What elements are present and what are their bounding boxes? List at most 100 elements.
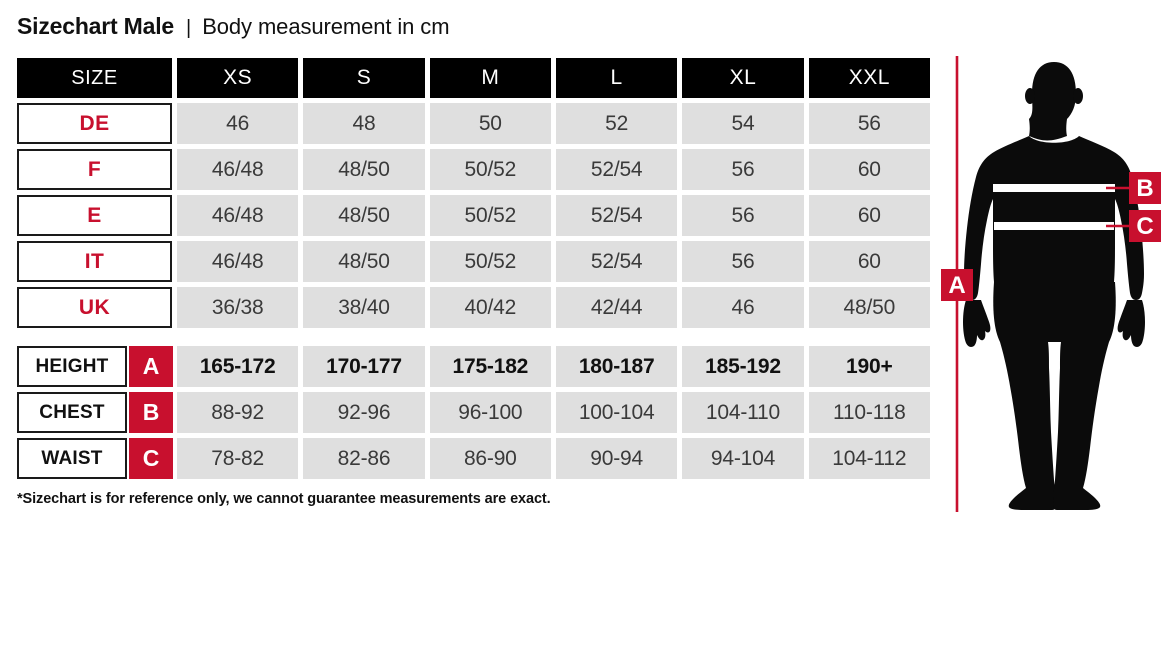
cell-height-m: 175-182 xyxy=(429,346,551,387)
cell-f-m: 50/52 xyxy=(429,149,551,190)
badge-c: C xyxy=(129,438,173,479)
page-title: Sizechart Male | Body measurement in cm xyxy=(17,13,450,45)
header-cell-size: SIZE xyxy=(17,58,172,98)
section-divider xyxy=(17,333,930,346)
cell-waist-xl: 94-104 xyxy=(682,438,804,479)
diagram-badge-b: B xyxy=(1129,172,1161,204)
cell-e-l: 52/54 xyxy=(555,195,678,236)
header-cell-m: M xyxy=(429,58,551,98)
table-header-row: SIZE XS S M L XL XXL xyxy=(17,58,930,98)
cell-waist-l: 90-94 xyxy=(555,438,678,479)
country-label-uk: UK xyxy=(17,287,172,328)
cell-uk-xxl: 48/50 xyxy=(808,287,930,328)
cell-waist-m: 86-90 xyxy=(429,438,551,479)
cell-it-s: 48/50 xyxy=(303,241,425,282)
cell-de-xxl: 56 xyxy=(808,103,930,144)
cell-e-m: 50/52 xyxy=(429,195,551,236)
cell-de-xs: 46 xyxy=(177,103,299,144)
cell-de-m: 50 xyxy=(429,103,551,144)
cell-height-xxl: 190+ xyxy=(808,346,930,387)
svg-text:C: C xyxy=(1136,213,1153,240)
page-title-subtitle: Body measurement in cm xyxy=(202,14,450,39)
cell-de-xl: 54 xyxy=(682,103,804,144)
diagram-badge-c: C xyxy=(1129,210,1161,242)
measure-label-chest: CHEST B xyxy=(17,392,173,433)
table-row-uk: UK 36/38 38/40 40/42 42/44 46 48/50 xyxy=(17,287,930,328)
chest-band xyxy=(993,184,1115,192)
header-cell-xxl: XXL xyxy=(808,58,930,98)
country-label-uk-text: UK xyxy=(17,287,172,328)
cell-height-l: 180-187 xyxy=(555,346,678,387)
cell-waist-xs: 78-82 xyxy=(177,438,299,479)
cell-uk-xl: 46 xyxy=(682,287,804,328)
svg-text:A: A xyxy=(948,272,965,299)
cell-waist-s: 82-86 xyxy=(303,438,425,479)
cell-it-m: 50/52 xyxy=(429,241,551,282)
cell-chest-s: 92-96 xyxy=(303,392,425,433)
cell-it-xs: 46/48 xyxy=(177,241,299,282)
cell-f-xs: 46/48 xyxy=(177,149,299,190)
table-row-waist: WAIST C 78-82 82-86 86-90 90-94 94-104 1… xyxy=(17,438,930,479)
cell-uk-l: 42/44 xyxy=(555,287,678,328)
table-row-f: F 46/48 48/50 50/52 52/54 56 60 xyxy=(17,149,930,190)
cell-chest-l: 100-104 xyxy=(555,392,678,433)
cell-waist-xxl: 104-112 xyxy=(808,438,930,479)
measure-label-chest-text: CHEST xyxy=(17,392,127,433)
header-cell-l: L xyxy=(555,58,678,98)
country-label-de: DE xyxy=(17,103,172,144)
cell-f-xl: 56 xyxy=(682,149,804,190)
cell-uk-m: 40/42 xyxy=(429,287,551,328)
cell-e-s: 48/50 xyxy=(303,195,425,236)
country-label-f-text: F xyxy=(17,149,172,190)
badge-b: B xyxy=(129,392,173,433)
page-title-main: Sizechart Male xyxy=(17,13,174,39)
measure-label-waist: WAIST C xyxy=(17,438,173,479)
country-label-e-text: E xyxy=(17,195,172,236)
cell-e-xl: 56 xyxy=(682,195,804,236)
male-silhouette-icon xyxy=(963,62,1145,510)
cell-it-l: 52/54 xyxy=(555,241,678,282)
cell-it-xl: 56 xyxy=(682,241,804,282)
title-separator: | xyxy=(186,17,192,39)
cell-height-xs: 165-172 xyxy=(177,346,299,387)
cell-chest-xl: 104-110 xyxy=(682,392,804,433)
footnote-text: *Sizechart is for reference only, we can… xyxy=(17,491,551,507)
measure-label-waist-text: WAIST xyxy=(17,438,127,479)
sizechart-table: SIZE XS S M L XL XXL DE 46 48 50 52 54 5… xyxy=(17,58,930,484)
header-cell-xs: XS xyxy=(177,58,299,98)
cell-height-s: 170-177 xyxy=(303,346,425,387)
cell-de-l: 52 xyxy=(555,103,678,144)
measure-label-height: HEIGHT A xyxy=(17,346,173,387)
table-row-height: HEIGHT A 165-172 170-177 175-182 180-187… xyxy=(17,346,930,387)
cell-e-xxl: 60 xyxy=(808,195,930,236)
waist-band xyxy=(994,222,1114,230)
country-label-e: E xyxy=(17,195,172,236)
cell-f-s: 48/50 xyxy=(303,149,425,190)
country-label-it: IT xyxy=(17,241,172,282)
svg-text:B: B xyxy=(1136,175,1153,202)
table-row-it: IT 46/48 48/50 50/52 52/54 56 60 xyxy=(17,241,930,282)
cell-e-xs: 46/48 xyxy=(177,195,299,236)
country-label-de-text: DE xyxy=(17,103,172,144)
cell-it-xxl: 60 xyxy=(808,241,930,282)
table-row-chest: CHEST B 88-92 92-96 96-100 100-104 104-1… xyxy=(17,392,930,433)
cell-chest-m: 96-100 xyxy=(429,392,551,433)
measure-label-height-text: HEIGHT xyxy=(17,346,127,387)
diagram-badge-a: A xyxy=(941,269,973,301)
cell-chest-xs: 88-92 xyxy=(177,392,299,433)
table-row-e: E 46/48 48/50 50/52 52/54 56 60 xyxy=(17,195,930,236)
badge-a: A xyxy=(129,346,173,387)
cell-chest-xxl: 110-118 xyxy=(808,392,930,433)
header-cell-s: S xyxy=(303,58,425,98)
country-label-it-text: IT xyxy=(17,241,172,282)
cell-f-l: 52/54 xyxy=(555,149,678,190)
table-row-de: DE 46 48 50 52 54 56 xyxy=(17,103,930,144)
country-label-f: F xyxy=(17,149,172,190)
cell-f-xxl: 60 xyxy=(808,149,930,190)
cell-uk-xs: 36/38 xyxy=(177,287,299,328)
body-measurement-diagram: B C A xyxy=(930,50,1169,520)
header-cell-xl: XL xyxy=(682,58,804,98)
cell-height-xl: 185-192 xyxy=(682,346,804,387)
cell-uk-s: 38/40 xyxy=(303,287,425,328)
cell-de-s: 48 xyxy=(303,103,425,144)
